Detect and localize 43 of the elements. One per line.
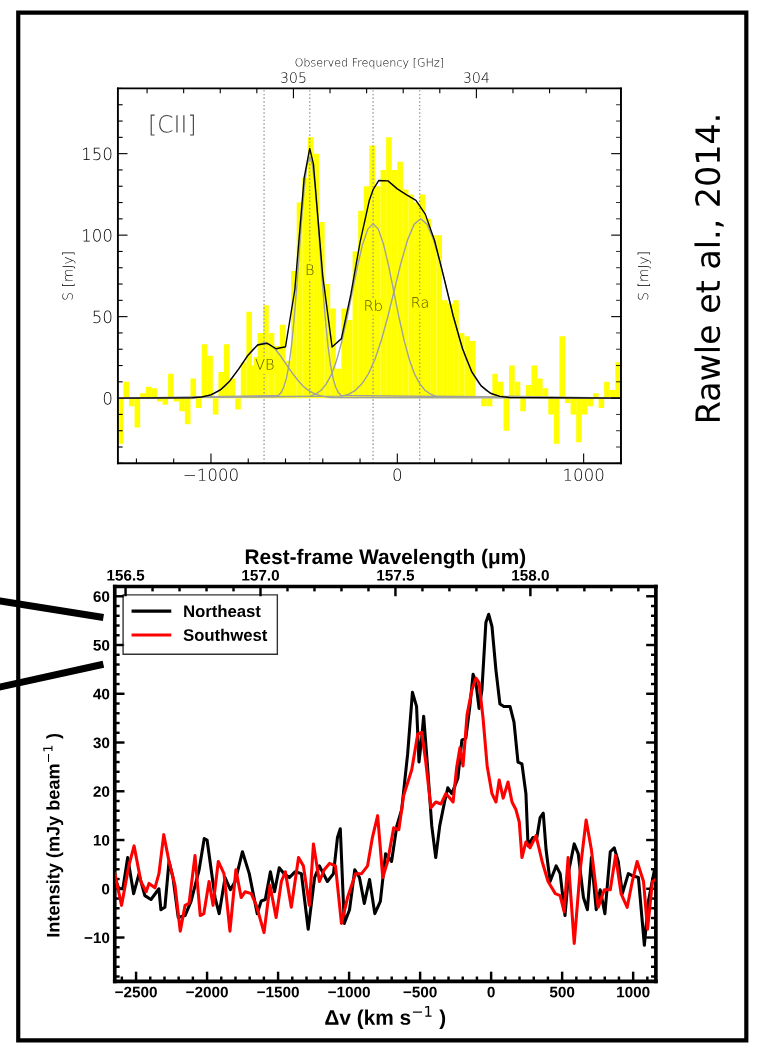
x2-tick-label: 157.0 bbox=[242, 569, 279, 581]
x-axis-title: Δv (km s$^{−1}$ ) bbox=[325, 1006, 446, 1029]
y-tick-label: 20 bbox=[93, 786, 110, 797]
annotation: VB bbox=[255, 358, 274, 370]
x2-axis-title: Observed Frequency [GHz] bbox=[295, 57, 443, 69]
y-tick-label: −10 bbox=[84, 932, 110, 944]
x2-tick-label: 156.5 bbox=[107, 569, 145, 581]
x-tick-label: 500 bbox=[549, 986, 575, 998]
y-tick-label: 0 bbox=[103, 392, 112, 405]
text: Rawle et al., 2014. bbox=[694, 116, 724, 422]
y-tick-label: 30 bbox=[93, 737, 110, 749]
legend-label: Northeast bbox=[184, 604, 261, 618]
x-tick-label: 1000 bbox=[617, 986, 650, 998]
annotation: Ra bbox=[412, 297, 428, 308]
y-tick-label: 0 bbox=[102, 883, 110, 895]
y-tick-label: 50 bbox=[93, 639, 110, 651]
y-tick-label: 60 bbox=[93, 591, 110, 602]
x-tick-label: 1000 bbox=[564, 468, 604, 482]
legend-label: Southwest bbox=[183, 628, 268, 641]
x-tick-label: −500 bbox=[403, 986, 437, 998]
y2-axis-title: S [mJy] bbox=[637, 252, 651, 300]
x2-tick-label: 157.5 bbox=[377, 570, 415, 581]
x2-tick-label: 305 bbox=[280, 72, 306, 83]
x-tick-label: −1000 bbox=[184, 468, 238, 482]
x-tick-label: −2000 bbox=[186, 986, 228, 998]
x2-axis-title: Rest-frame Wavelength (μm) bbox=[245, 548, 526, 569]
y-tick-label: 50 bbox=[93, 310, 112, 324]
y-axis-title: S [mJy] bbox=[62, 252, 76, 300]
x2-tick-label: 158.0 bbox=[512, 569, 549, 581]
x-tick-label: 0 bbox=[393, 468, 402, 482]
annotation: B bbox=[306, 264, 314, 275]
y-tick-label: 10 bbox=[93, 834, 110, 846]
x-tick-label: −1000 bbox=[328, 986, 370, 998]
y-tick-label: 100 bbox=[82, 229, 112, 242]
x2-tick-label: 304 bbox=[463, 72, 489, 83]
y-tick-label: 150 bbox=[82, 147, 112, 161]
annotation: Rb bbox=[365, 299, 382, 312]
annotation: [CII] bbox=[150, 114, 194, 136]
x-tick-label: 0 bbox=[487, 986, 495, 998]
y-axis-title: Intensity (mJy beam$^{−1}$ ) bbox=[43, 733, 64, 937]
x-tick-label: −1500 bbox=[257, 986, 299, 998]
x-tick-label: −2500 bbox=[115, 986, 157, 998]
y-tick-label: 40 bbox=[93, 688, 110, 700]
